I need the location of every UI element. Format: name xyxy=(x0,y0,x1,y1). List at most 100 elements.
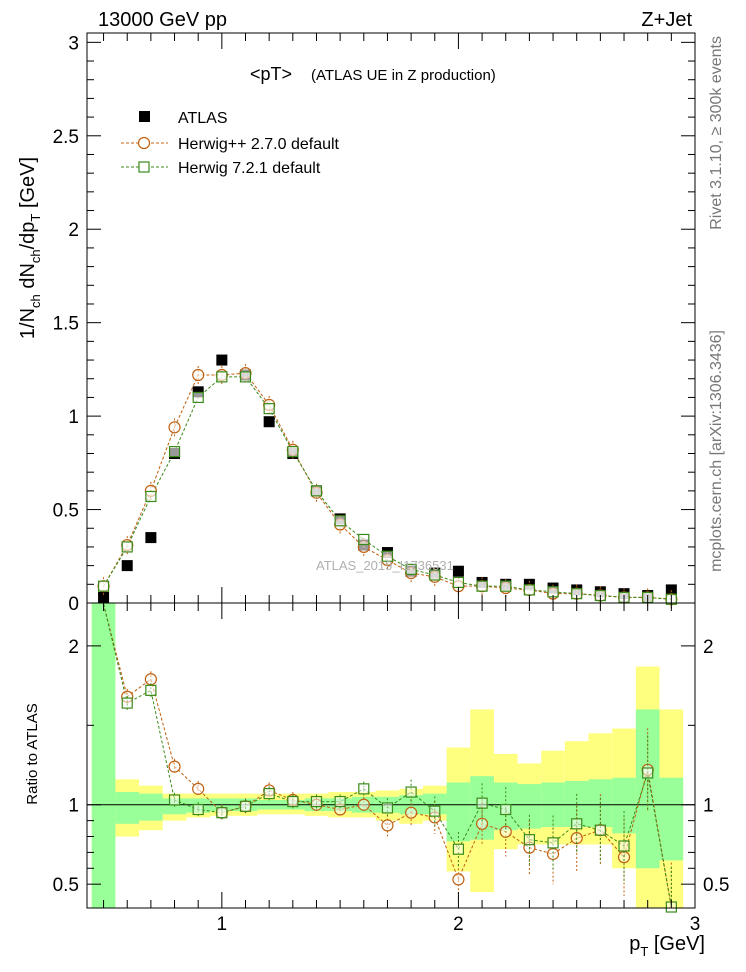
ratio-point-herwig7 xyxy=(642,767,654,779)
ratio-point-herwig7 xyxy=(571,818,583,830)
main-point-herwig7 xyxy=(216,371,228,383)
ratio-band-green xyxy=(91,603,116,908)
main-title: <pT> xyxy=(250,64,292,84)
ratio-point-herwig7 xyxy=(429,805,441,817)
ratio-point-herwig7 xyxy=(405,786,417,798)
ratio-point-herwig7 xyxy=(216,807,228,819)
ratio-point-herwig7 xyxy=(476,797,488,809)
main-y-tick-label: 0 xyxy=(68,594,79,615)
ratio-point-herwig7 xyxy=(168,794,181,806)
ratio-point-herwig-pp xyxy=(168,760,181,773)
legend-entry-herwig7: Herwig 7.2.1 default xyxy=(121,160,321,177)
ratio-point-herwig7 xyxy=(145,684,157,696)
ratio-y-tick-label-right: 0.5 xyxy=(703,875,729,896)
main-point-atlas xyxy=(145,532,157,544)
main-point-herwig7 xyxy=(523,584,535,596)
rivet-version-label: Rivet 3.1.10, ≥ 300k events xyxy=(708,36,725,230)
ratio-point-herwig7 xyxy=(547,837,559,849)
legend-marker-herwig-pp xyxy=(137,136,151,150)
ratio-point-herwig-pp xyxy=(357,798,370,811)
main-point-atlas xyxy=(452,565,464,577)
ratio-point-herwig-pp xyxy=(475,817,489,830)
main-point-herwig-pp xyxy=(168,421,181,434)
main-point-atlas xyxy=(263,416,275,428)
svg-text:pT [GeV]: pT [GeV] xyxy=(629,933,705,959)
ratio-x-axis-label: pT [GeV] xyxy=(629,933,705,959)
ratio-y-tick-label: 0.5 xyxy=(53,875,79,896)
ratio-point-herwig7 xyxy=(618,840,630,852)
ratio-point-herwig-pp xyxy=(381,819,394,832)
watermark-label: ATLAS_2019_I1736531 xyxy=(316,558,454,573)
main-point-herwig7 xyxy=(429,569,441,581)
ratio-panel: 0.5 0.5 1 1 2 2 1 2 3 Ratio to ATLAS pT [GeV] xyxy=(24,602,729,959)
legend-marker-atlas xyxy=(139,111,150,122)
main-point-herwig7 xyxy=(500,580,512,592)
legend-marker-herwig7 xyxy=(138,161,150,173)
ratio-point-herwig7 xyxy=(192,803,204,816)
ratio-band-green xyxy=(659,777,684,861)
main-point-herwig7 xyxy=(287,446,299,458)
main-point-atlas xyxy=(121,560,133,572)
main-panel: 0 0.5 1 1.5 2 2.5 3 <pT> (ATLAS UE in Z produc… xyxy=(17,32,696,615)
main-point-herwig7 xyxy=(310,485,323,497)
ratio-point-herwig-pp xyxy=(405,806,418,819)
main-point-atlas xyxy=(216,354,228,366)
ratio-band-green xyxy=(115,792,140,824)
mcplots-reference-label: mcplots.cern.ch [arXiv:1306.3436] xyxy=(708,330,725,572)
ratio-point-herwig7 xyxy=(121,697,133,709)
main-y-tick-label: 0.5 xyxy=(53,501,79,522)
ratio-y-axis-label: Ratio to ATLAS xyxy=(24,703,41,804)
svg-text:1/Nch dNch/dpT [GeV]: 1/Nch dNch/dpT [GeV] xyxy=(17,157,43,339)
main-y-axis-label: 1/Nch dNch/dpT [GeV] xyxy=(17,157,43,339)
main-point-herwig-pp xyxy=(192,368,205,382)
ratio-band-green xyxy=(517,784,542,829)
main-point-herwig7 xyxy=(121,541,133,553)
main-point-herwig7 xyxy=(239,371,252,383)
ratio-point-herwig7 xyxy=(594,824,606,836)
legend-entry-atlas: ATLAS xyxy=(139,110,228,127)
main-point-herwig7 xyxy=(145,490,157,503)
main-point-herwig7 xyxy=(405,563,417,575)
main-y-tick-label: 2.5 xyxy=(53,127,79,148)
ratio-point-herwig7 xyxy=(523,834,535,846)
ratio-y-tick-label-right: 1 xyxy=(703,796,714,817)
main-point-herwig7 xyxy=(476,580,488,592)
ratio-point-herwig7 xyxy=(500,803,512,816)
ratio-point-herwig7 xyxy=(452,843,465,855)
collision-label: 13000 GeV pp xyxy=(98,9,227,31)
main-y-tick-label: 1.5 xyxy=(53,314,79,335)
ratio-point-herwig7 xyxy=(381,802,394,814)
ratio-point-herwig7 xyxy=(239,800,252,812)
ratio-point-herwig7 xyxy=(287,795,299,808)
legend: ATLAS Herwig++ 2.7.0 default Herwig 7.2.… xyxy=(121,110,340,177)
main-y-tick-label: 1 xyxy=(68,407,79,428)
ratio-point-herwig7 xyxy=(310,795,323,808)
ratio-y-tick-label: 2 xyxy=(68,637,79,658)
main-point-atlas xyxy=(192,386,204,398)
ratio-point-herwig7 xyxy=(334,795,346,808)
legend-label-atlas: ATLAS xyxy=(178,110,228,127)
ratio-x-tick-label: 3 xyxy=(690,914,701,935)
main-point-herwig7 xyxy=(358,533,370,546)
main-point-herwig7 xyxy=(168,446,181,458)
legend-label-herwig7: Herwig 7.2.1 default xyxy=(178,160,321,177)
ratio-panel-frame xyxy=(86,602,696,909)
main-point-atlas xyxy=(665,584,677,596)
ratio-band-green xyxy=(612,777,636,834)
ratio-point-herwig-pp xyxy=(144,673,157,686)
ratio-point-herwig-pp xyxy=(192,782,205,795)
ratio-x-tick-label: 1 xyxy=(217,914,228,935)
ratio-point-herwig7 xyxy=(358,783,370,795)
ratio-point-herwig7 xyxy=(263,788,275,800)
main-point-herwig7 xyxy=(334,515,346,527)
ratio-band-green xyxy=(422,793,447,815)
process-label: Z+Jet xyxy=(641,9,692,31)
ratio-point-herwig-pp xyxy=(452,873,465,886)
ratio-band-green xyxy=(564,780,589,827)
ratio-y-tick-label-right: 2 xyxy=(703,637,714,658)
legend-label-herwig-pp: Herwig++ 2.7.0 default xyxy=(178,136,340,153)
main-point-herwig7 xyxy=(192,391,204,404)
main-point-herwig7 xyxy=(263,403,275,415)
main-y-tick-label: 3 xyxy=(68,33,79,54)
main-subtitle: (ATLAS UE in Z production) xyxy=(311,67,496,84)
